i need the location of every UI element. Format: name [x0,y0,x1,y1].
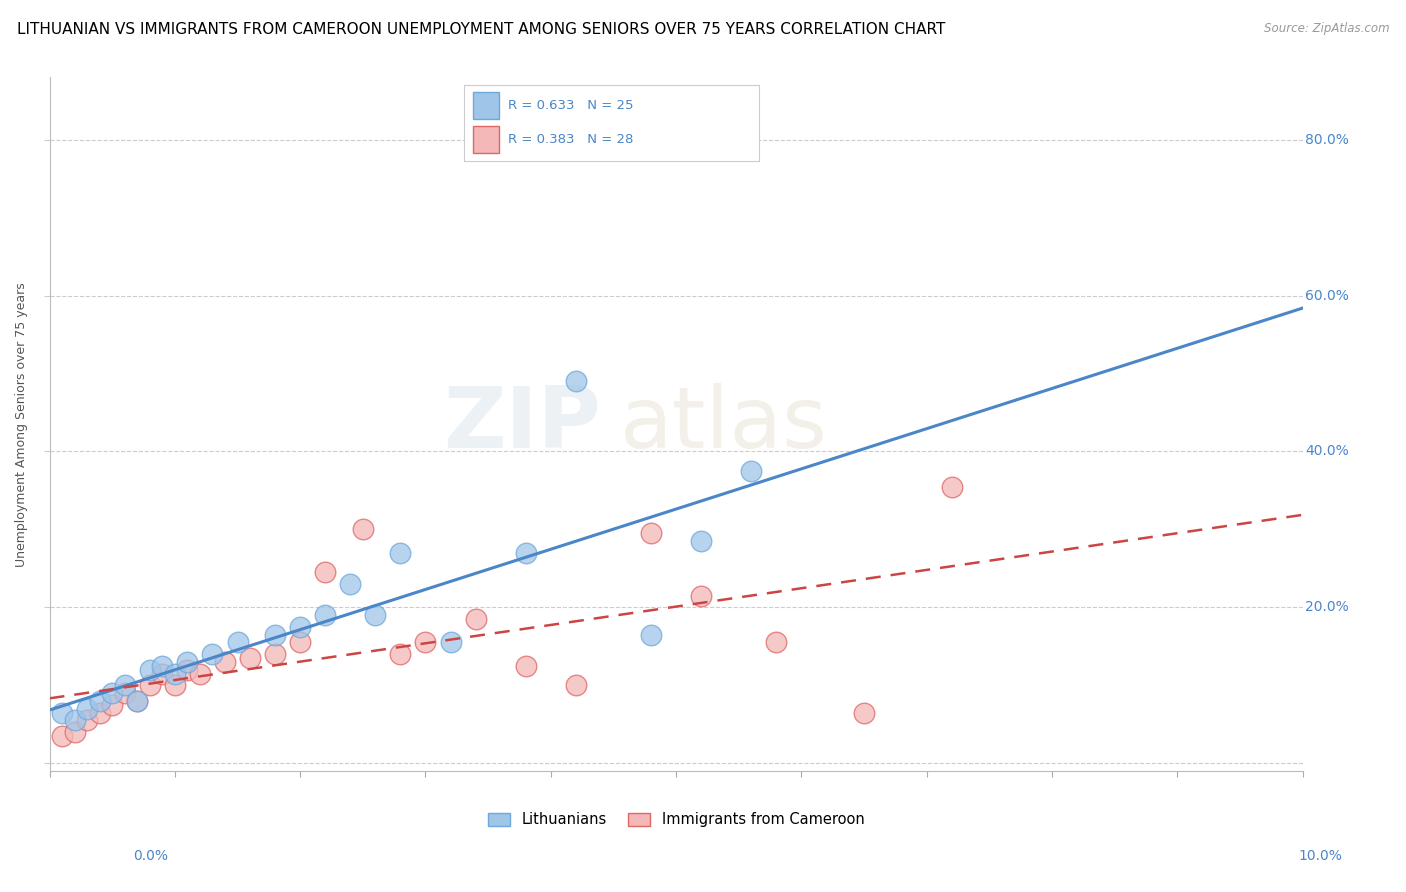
Point [114,686,136,700]
Point [339,577,361,591]
Point [114,678,136,692]
Point [101,686,124,700]
Point [127,694,149,708]
Text: Source: ZipAtlas.com: Source: ZipAtlas.com [1264,22,1389,36]
Point [765,635,787,649]
Point [389,647,412,661]
Point [264,627,287,641]
Text: 60.0%: 60.0% [1305,289,1350,302]
Point [690,589,713,603]
Point [76,701,98,715]
Point [941,479,963,493]
Point [740,464,762,478]
Point [464,612,486,626]
Legend: Lithuanians, Immigrants from Cameroon: Lithuanians, Immigrants from Cameroon [482,806,870,833]
Text: 40.0%: 40.0% [1305,444,1348,458]
Point [214,655,236,669]
Point [389,546,412,560]
Point [139,678,162,692]
Point [139,663,162,677]
Text: 20.0%: 20.0% [1305,600,1348,615]
Point [101,698,124,712]
Point [63,714,86,728]
Point [176,655,198,669]
Text: 80.0%: 80.0% [1305,133,1350,147]
Point [239,651,262,665]
Point [176,663,198,677]
FancyBboxPatch shape [472,92,499,119]
Point [640,627,662,641]
Point [226,635,249,649]
Text: ZIP: ZIP [443,383,600,466]
Point [51,706,73,720]
Point [515,658,537,673]
Text: LITHUANIAN VS IMMIGRANTS FROM CAMEROON UNEMPLOYMENT AMONG SENIORS OVER 75 YEARS : LITHUANIAN VS IMMIGRANTS FROM CAMEROON U… [17,22,945,37]
Point [314,566,336,580]
Point [690,534,713,549]
Point [515,546,537,560]
Text: 0.0%: 0.0% [134,849,169,863]
Point [201,647,224,661]
Point [264,647,287,661]
Point [89,694,111,708]
Point [364,608,387,623]
Point [565,678,588,692]
Point [288,620,311,634]
Y-axis label: Unemployment Among Seniors over 75 years: Unemployment Among Seniors over 75 years [15,282,28,566]
Point [352,523,374,537]
Point [163,678,186,692]
Point [565,375,588,389]
Point [853,706,876,720]
Text: 10.0%: 10.0% [1299,849,1343,863]
Text: R = 0.633   N = 25: R = 0.633 N = 25 [509,99,634,112]
Point [63,725,86,739]
Point [150,658,173,673]
Text: atlas: atlas [620,383,828,466]
FancyBboxPatch shape [472,126,499,153]
Point [288,635,311,649]
Text: R = 0.383   N = 28: R = 0.383 N = 28 [509,133,634,145]
Point [150,666,173,681]
Point [163,666,186,681]
Point [127,694,149,708]
Point [76,714,98,728]
Point [51,729,73,743]
Point [188,666,211,681]
Point [439,635,461,649]
Point [415,635,437,649]
Point [89,706,111,720]
Point [314,608,336,623]
Point [640,526,662,541]
